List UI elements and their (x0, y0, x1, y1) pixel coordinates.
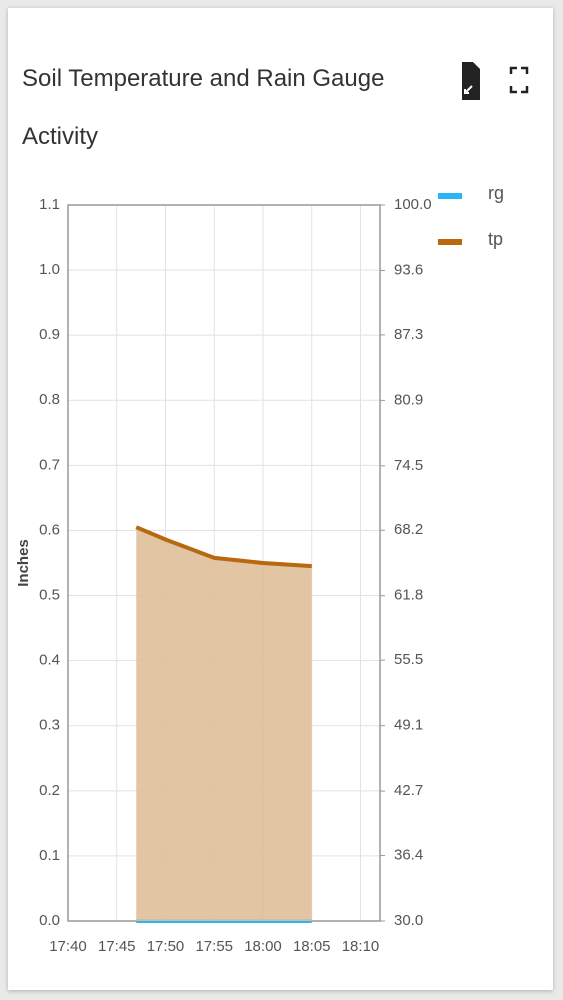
legend-label: rg (488, 183, 504, 203)
legend-label: tp (488, 229, 503, 249)
y2-tick-label: 68.2 (394, 521, 423, 538)
chart-title: Soil Temperature and Rain Gauge Activity (22, 65, 385, 150)
y-tick-label: 0.8 (39, 391, 60, 408)
x-tick-label: 17:55 (195, 938, 233, 955)
y-tick-label: 0.6 (39, 521, 60, 538)
x-tick-label: 17:50 (147, 938, 185, 955)
y2-tick-label: 42.7 (394, 782, 423, 799)
area (136, 527, 312, 921)
y2-tick-label: 100.0 (394, 196, 432, 213)
y-tick-label: 0.0 (39, 912, 60, 929)
y-tick-label: 0.2 (39, 782, 60, 799)
y-tick-label: 1.0 (39, 261, 60, 278)
download-icon[interactable] (462, 62, 480, 100)
y2-tick-label: 49.1 (394, 717, 423, 734)
y2-tick-label: 93.6 (394, 261, 423, 278)
y-tick-label: 0.1 (39, 847, 60, 864)
line (135, 525, 312, 569)
y2-tick-label: 55.5 (394, 651, 423, 668)
x-tick-label: 17:40 (49, 938, 87, 955)
y-tick-label: 0.7 (39, 456, 60, 473)
y-tick-label: 0.4 (39, 652, 60, 669)
y2-tick-label: 30.0 (394, 912, 423, 929)
y2-tick-label: 36.4 (394, 847, 423, 864)
y2-tick-label: 74.5 (394, 457, 423, 474)
y-tick-label: 1.1 (39, 196, 60, 213)
y-axis-label: Inches (15, 539, 32, 587)
x-tick-label: 18:05 (293, 938, 331, 955)
y2-tick-label: 87.3 (394, 326, 423, 343)
fullscreen-icon[interactable] (509, 66, 529, 94)
y-tick-label: 0.9 (39, 326, 60, 343)
y-tick-label: 0.3 (39, 717, 60, 734)
x-tick-label: 18:00 (244, 938, 282, 955)
chart: 0.0 0.1 0.2 0.3 0.4 0.5 0.6 0.7 0.8 0.9 1.0 1.1 30.0… (15, 62, 529, 955)
y2-tick-label: 61.8 (394, 587, 423, 604)
y-tick-label: 0.5 (39, 587, 60, 604)
x-tick-label: 18:10 (342, 938, 380, 955)
card: Soil Temperature and Rain Gauge Activity… (8, 8, 553, 990)
x-tick-label: 17:45 (98, 938, 136, 955)
y2-tick-label: 80.9 (394, 391, 423, 408)
